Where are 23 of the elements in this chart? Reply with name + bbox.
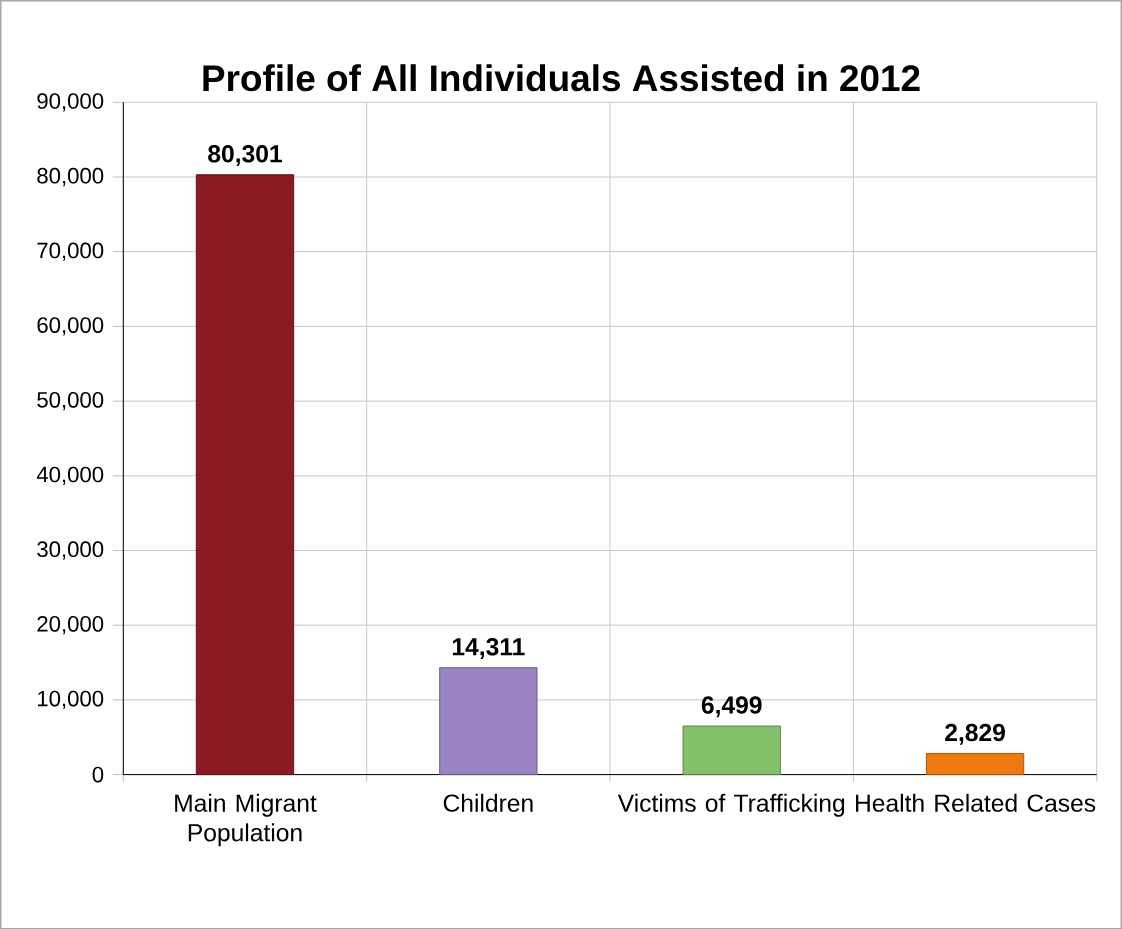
y-tick-label: 50,000: [37, 391, 104, 411]
bar: [682, 725, 781, 775]
x-tick-label: Main Migrant Population: [175, 793, 317, 847]
data-label: 80,301: [208, 144, 282, 166]
bar: [439, 667, 538, 775]
y-tick-label: 40,000: [36, 466, 104, 485]
y-tick-label: 20,000: [37, 615, 104, 635]
y-tick-label: 90,000: [37, 92, 104, 112]
x-tick-label: Victims of Trafficking: [617, 793, 845, 817]
y-tick-label: 60,000: [37, 317, 104, 336]
x-tick-label: Health Related Cases: [856, 793, 1096, 812]
bar: [195, 174, 295, 775]
y-tick-label: 10,000: [38, 690, 104, 709]
chart-title: Profile of All Individuals Assisted in 2012: [203, 64, 920, 92]
y-tick-label: 70,000: [37, 242, 104, 261]
x-tick-label: Children: [443, 793, 533, 812]
data-label: 6,499: [701, 696, 762, 718]
y-tick-label: 80,000: [37, 167, 104, 186]
data-label: 14,311: [452, 637, 525, 659]
y-tick-label: 0: [92, 766, 104, 783]
data-label: 2,829: [945, 723, 1005, 745]
bar: [925, 752, 1025, 775]
y-tick-label: 30,000: [37, 541, 104, 560]
